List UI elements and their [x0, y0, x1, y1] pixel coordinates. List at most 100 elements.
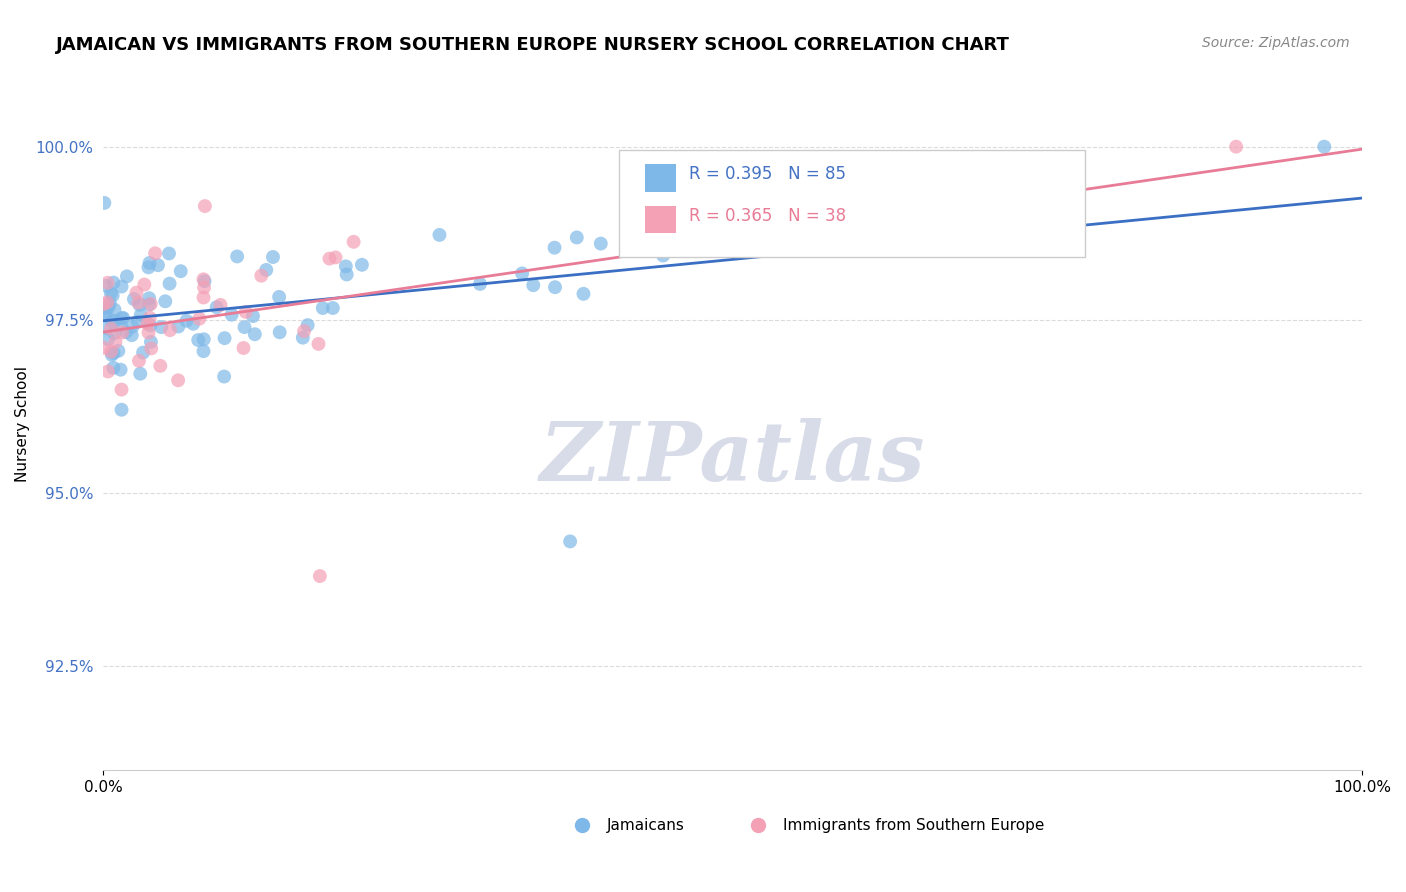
Jamaicans [100, 286, 122, 301]
Jamaicans [122, 292, 145, 306]
Jamaicans [543, 241, 565, 255]
Immigrants from Southern Europe [111, 326, 134, 340]
Jamaicans [94, 301, 117, 315]
Jamaicans [291, 331, 314, 345]
Immigrants from Southern Europe [1225, 139, 1247, 153]
Jamaicans [205, 300, 228, 314]
Jamaicans [335, 260, 357, 274]
Jamaicans [98, 296, 121, 310]
Jamaicans [155, 294, 177, 309]
Immigrants from Southern Europe [209, 298, 232, 312]
Immigrants from Southern Europe [193, 291, 215, 305]
Immigrants from Southern Europe [307, 337, 329, 351]
Jamaicans [312, 301, 335, 315]
Jamaicans [103, 326, 125, 341]
Immigrants from Southern Europe [93, 297, 115, 311]
Jamaicans [104, 313, 127, 327]
Immigrants from Southern Europe [318, 252, 340, 266]
Immigrants from Southern Europe [188, 311, 211, 326]
Jamaicans [110, 279, 132, 293]
Jamaicans [193, 274, 215, 288]
Jamaicans [1313, 139, 1336, 153]
Jamaicans [243, 327, 266, 342]
Y-axis label: Nursery School: Nursery School [15, 366, 30, 482]
Jamaicans [159, 277, 181, 291]
Jamaicans [121, 319, 143, 334]
Immigrants from Southern Europe [159, 323, 181, 337]
Immigrants from Southern Europe [343, 235, 366, 249]
Jamaicans [262, 250, 284, 264]
Jamaicans [138, 291, 160, 305]
Jamaicans [97, 332, 120, 346]
Jamaicans [468, 277, 491, 291]
Immigrants from Southern Europe [127, 295, 149, 310]
Immigrants from Southern Europe [96, 295, 118, 310]
Jamaicans [226, 249, 249, 263]
Jamaicans [139, 318, 162, 333]
Jamaicans [115, 325, 138, 339]
Jamaicans [139, 334, 162, 349]
Jamaicans [565, 230, 588, 244]
Jamaicans [510, 267, 533, 281]
Jamaicans [128, 298, 150, 312]
Jamaicans [269, 326, 291, 340]
Text: Immigrants from Southern Europe: Immigrants from Southern Europe [783, 818, 1045, 833]
Jamaicans [132, 345, 155, 359]
Jamaicans [322, 301, 344, 315]
Jamaicans [103, 346, 125, 360]
Immigrants from Southern Europe [141, 342, 163, 356]
Immigrants from Southern Europe [325, 251, 347, 265]
Jamaicans [127, 315, 149, 329]
Jamaicans [429, 227, 451, 242]
Immigrants from Southern Europe [138, 326, 160, 340]
Jamaicans [101, 348, 124, 362]
Jamaicans [193, 332, 215, 346]
Jamaicans [129, 367, 152, 381]
Jamaicans [297, 318, 319, 332]
Immigrants from Southern Europe [110, 383, 132, 397]
Jamaicans [103, 360, 125, 375]
Jamaicans [103, 302, 125, 317]
Immigrants from Southern Europe [136, 317, 159, 331]
Jamaicans [150, 320, 173, 334]
Jamaicans [221, 308, 243, 322]
Immigrants from Southern Europe [308, 569, 330, 583]
Jamaicans [115, 269, 138, 284]
Immigrants from Southern Europe [97, 364, 120, 378]
Immigrants from Southern Europe [167, 373, 190, 387]
Immigrants from Southern Europe [250, 268, 273, 283]
Immigrants from Southern Europe [235, 305, 257, 319]
Immigrants from Southern Europe [100, 344, 122, 359]
Immigrants from Southern Europe [292, 324, 315, 338]
Text: ZIPatlas: ZIPatlas [540, 418, 925, 499]
Immigrants from Southern Europe [139, 310, 162, 325]
Jamaicans [129, 308, 152, 322]
Jamaicans [93, 196, 115, 211]
Jamaicans [350, 258, 373, 272]
Immigrants from Southern Europe [194, 199, 217, 213]
Text: JAMAICAN VS IMMIGRANTS FROM SOUTHERN EUROPE NURSERY SCHOOL CORRELATION CHART: JAMAICAN VS IMMIGRANTS FROM SOUTHERN EUR… [56, 36, 1010, 54]
FancyBboxPatch shape [644, 164, 676, 192]
Jamaicans [157, 246, 180, 260]
Text: Jamaicans: Jamaicans [607, 818, 685, 833]
Jamaicans [107, 343, 129, 358]
Jamaicans [94, 305, 117, 319]
Text: R = 0.365   N = 38: R = 0.365 N = 38 [689, 207, 845, 225]
Jamaicans [167, 319, 190, 334]
Jamaicans [138, 256, 160, 270]
Immigrants from Southern Europe [97, 276, 120, 290]
Jamaicans [138, 260, 160, 275]
Jamaicans [110, 318, 132, 333]
Immigrants from Southern Europe [100, 322, 122, 336]
Text: R = 0.395   N = 85: R = 0.395 N = 85 [689, 165, 845, 184]
Immigrants from Southern Europe [104, 334, 127, 349]
Jamaicans [138, 297, 160, 311]
Jamaicans [336, 268, 359, 282]
Immigrants from Southern Europe [125, 285, 148, 300]
Jamaicans [652, 248, 675, 262]
Jamaicans [112, 310, 135, 325]
Jamaicans [110, 362, 132, 376]
Immigrants from Southern Europe [193, 272, 215, 286]
Jamaicans [176, 314, 198, 328]
Immigrants from Southern Europe [134, 277, 156, 292]
